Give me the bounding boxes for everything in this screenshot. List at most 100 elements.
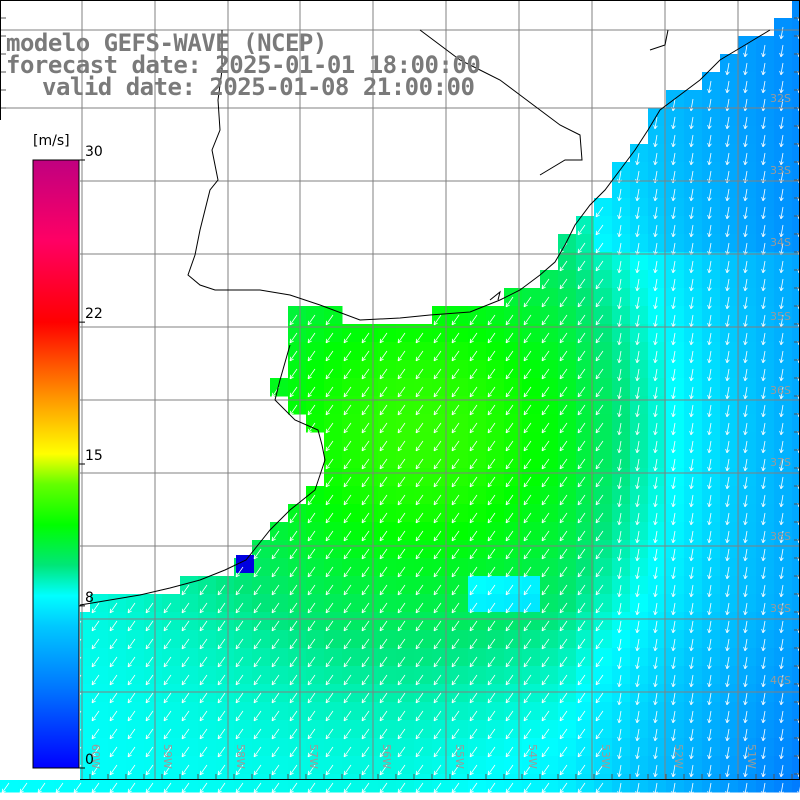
wind-arrow bbox=[595, 638, 604, 650]
wind-arrow bbox=[653, 278, 658, 292]
wind-arrow bbox=[433, 422, 442, 434]
wind-arrow bbox=[671, 656, 676, 670]
wind-arrow bbox=[761, 674, 766, 688]
wind-arrow bbox=[235, 638, 244, 650]
wind-arrow bbox=[307, 512, 316, 524]
wind-arrow bbox=[761, 530, 766, 544]
wind-arrow bbox=[761, 404, 766, 418]
wind-arrow bbox=[343, 566, 352, 578]
wind-arrow bbox=[541, 368, 550, 380]
wind-arrow bbox=[541, 764, 550, 776]
wind-arrow bbox=[743, 584, 748, 598]
wind-arrow bbox=[451, 422, 460, 434]
wind-arrow bbox=[707, 440, 712, 454]
wind-arrow bbox=[505, 710, 514, 722]
wind-arrow bbox=[379, 620, 388, 632]
wind-arrow bbox=[289, 746, 298, 758]
wind-arrow bbox=[343, 674, 352, 686]
wind-arrow bbox=[541, 584, 550, 596]
wind-arrow bbox=[253, 638, 262, 650]
wind-arrow bbox=[91, 746, 100, 758]
wind-arrow bbox=[487, 512, 496, 524]
wind-arrow bbox=[361, 746, 370, 758]
wind-arrow bbox=[689, 584, 694, 598]
wind-arrow bbox=[253, 566, 262, 578]
wind-arrow bbox=[617, 458, 622, 472]
wind-arrow bbox=[235, 782, 244, 794]
wind-arrow bbox=[635, 782, 640, 796]
wind-arrow bbox=[577, 350, 586, 362]
wind-arrow bbox=[707, 314, 712, 328]
wind-arrow bbox=[361, 674, 370, 686]
wind-arrow bbox=[577, 422, 586, 434]
wind-arrow bbox=[415, 764, 424, 776]
wind-arrow bbox=[779, 692, 784, 706]
wind-arrow bbox=[635, 206, 640, 220]
wind-arrow bbox=[595, 710, 604, 722]
wind-arrow bbox=[617, 620, 622, 634]
wind-arrow bbox=[487, 602, 496, 614]
wind-arrow bbox=[469, 566, 478, 578]
wind-arrow bbox=[761, 638, 766, 652]
wind-arrow bbox=[487, 782, 496, 794]
wind-arrow bbox=[361, 530, 370, 542]
wind-arrow bbox=[469, 674, 478, 686]
wind-arrow bbox=[361, 458, 370, 470]
wind-arrow bbox=[325, 638, 334, 650]
wind-arrow bbox=[127, 746, 136, 758]
wind-arrow bbox=[415, 386, 424, 398]
wind-arrow bbox=[505, 350, 514, 362]
wind-arrow bbox=[379, 674, 388, 686]
wind-arrow bbox=[523, 476, 532, 488]
wind-arrow bbox=[379, 710, 388, 722]
wind-arrow bbox=[307, 314, 316, 326]
wind-arrow bbox=[307, 620, 316, 632]
wind-arrow bbox=[577, 656, 586, 668]
wind-arrow bbox=[91, 656, 100, 668]
wind-arrow bbox=[487, 764, 496, 776]
wind-arrow bbox=[671, 332, 676, 346]
wind-arrow bbox=[617, 350, 622, 364]
wind-arrow bbox=[253, 764, 262, 776]
wind-arrow bbox=[541, 296, 550, 308]
wind-arrow bbox=[635, 674, 640, 688]
field-cell bbox=[792, 270, 800, 289]
wind-arrow bbox=[307, 782, 316, 794]
wind-arrow bbox=[505, 296, 514, 308]
wind-arrow bbox=[743, 476, 748, 490]
wind-arrow bbox=[743, 782, 748, 796]
field-cell bbox=[792, 720, 800, 739]
wind-arrow bbox=[487, 584, 496, 596]
wind-arrow bbox=[595, 746, 604, 758]
wind-arrow bbox=[235, 728, 244, 740]
latitude-label: 36S bbox=[770, 384, 791, 397]
forecast-date: forecast date: 2025-01-01 18:00:00 bbox=[6, 51, 481, 79]
wind-arrow bbox=[307, 494, 316, 506]
wind-arrow bbox=[325, 656, 334, 668]
wind-arrow bbox=[617, 566, 622, 580]
wind-arrow bbox=[253, 692, 262, 704]
wind-arrow bbox=[743, 296, 748, 310]
wind-arrow bbox=[451, 566, 460, 578]
wind-arrow bbox=[743, 206, 748, 220]
wind-arrow bbox=[653, 710, 658, 724]
wind-arrow bbox=[451, 764, 460, 776]
wind-arrow bbox=[415, 638, 424, 650]
wind-arrow bbox=[505, 728, 514, 740]
longitude-label: 57W bbox=[307, 744, 320, 769]
wind-arrow bbox=[671, 746, 676, 760]
wind-arrow bbox=[559, 278, 568, 290]
wind-arrow bbox=[505, 332, 514, 344]
wind-arrow bbox=[707, 134, 712, 148]
wind-arrow bbox=[671, 728, 676, 742]
wind-arrow bbox=[707, 566, 712, 580]
wind-arrow bbox=[325, 584, 334, 596]
wind-arrow bbox=[235, 566, 244, 578]
wind-arrow bbox=[127, 782, 136, 794]
latitude-label: 39S bbox=[770, 602, 791, 615]
wind-arrow bbox=[343, 494, 352, 506]
wind-arrow bbox=[91, 674, 100, 686]
wind-arrow bbox=[779, 314, 784, 328]
wind-arrow bbox=[653, 548, 658, 562]
wind-arrow bbox=[725, 422, 730, 436]
